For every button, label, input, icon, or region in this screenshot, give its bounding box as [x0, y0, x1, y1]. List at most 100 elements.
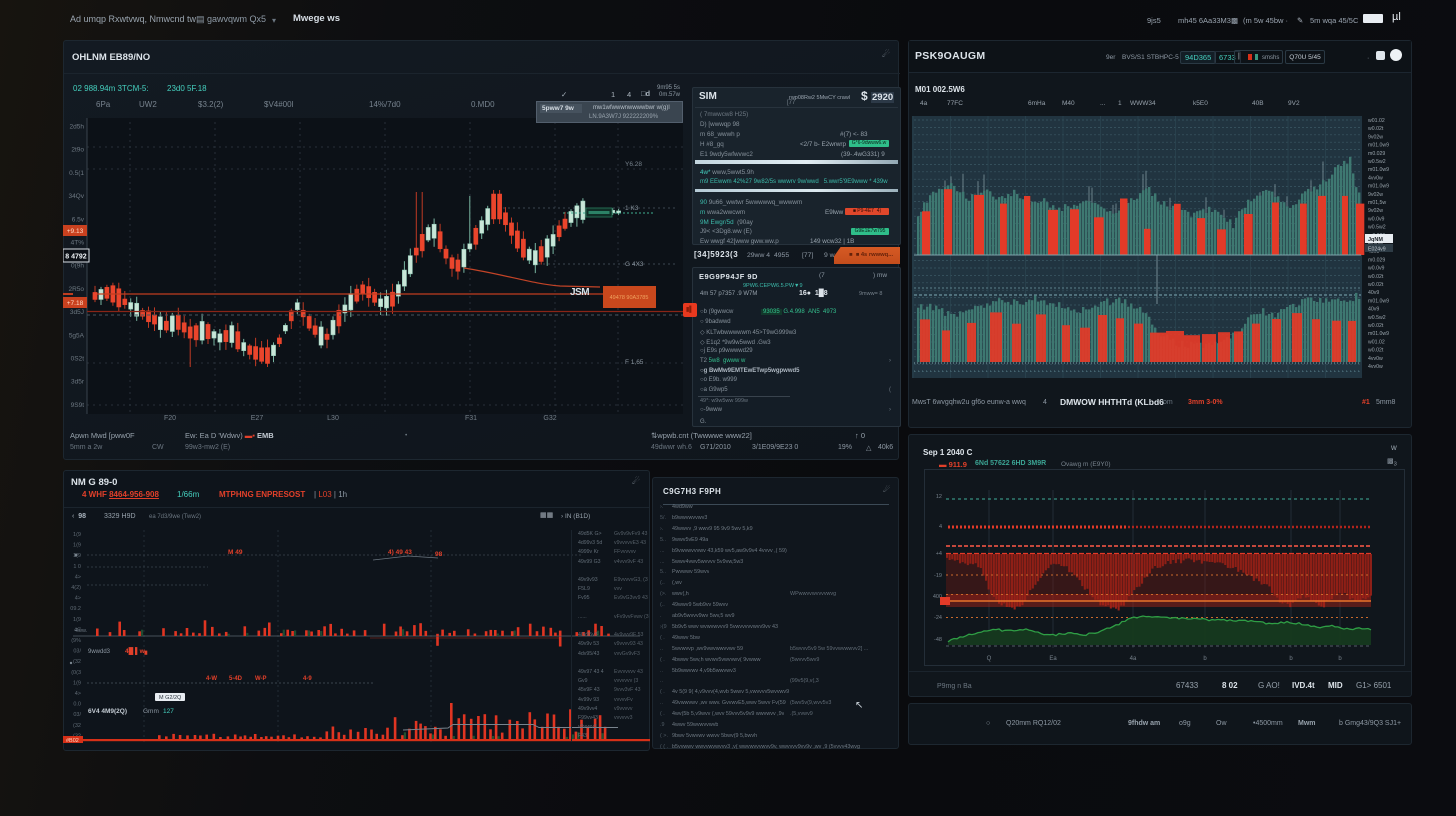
svg-text:03/: 03/	[73, 649, 81, 655]
svg-text:1(9: 1(9	[73, 617, 81, 623]
svg-text:6.5v: 6.5v	[72, 216, 85, 223]
svg-text:12: 12	[936, 494, 942, 500]
svg-text:-48: -48	[934, 637, 942, 643]
svg-text:Ea: Ea	[1049, 656, 1057, 662]
svg-text:w0.0v9: w0.0v9	[1368, 216, 1385, 222]
svg-text:4-9: 4-9	[303, 676, 312, 682]
svg-text:2d5h: 2d5h	[70, 124, 85, 131]
svg-text:-24: -24	[934, 615, 942, 621]
svg-text:6V4 4M9(2Q): 6V4 4M9(2Q)	[88, 708, 127, 715]
svg-text:9v02w: 9v02w	[1368, 192, 1383, 198]
svg-text:4) 49 43: 4) 49 43	[388, 549, 412, 556]
svg-text:4T%: 4T%	[71, 240, 85, 247]
svg-text:G 4X3: G 4X3	[625, 261, 644, 268]
svg-text:+9.13: +9.13	[67, 228, 84, 235]
svg-text:L30: L30	[327, 415, 339, 422]
svg-text:W-P: W-P	[255, 676, 267, 682]
svg-text:b: b	[1338, 656, 1342, 662]
svg-text:1(9: 1(9	[73, 553, 81, 559]
svg-text:JqNM: JqNM	[1368, 237, 1383, 243]
svg-text:4(2): 4(2)	[71, 585, 81, 591]
svg-text:E024v9: E024v9	[1368, 247, 1386, 253]
svg-text:(9%: (9%	[71, 638, 81, 644]
svg-text:0.5(1: 0.5(1	[69, 170, 84, 177]
svg-text:w01.02: w01.02	[1368, 339, 1385, 345]
svg-text:+4: +4	[936, 551, 942, 557]
svg-text:m0.029: m0.029	[1368, 151, 1385, 157]
svg-text:w0.0v9: w0.0v9	[1368, 266, 1385, 272]
svg-text:-19: -19	[934, 573, 942, 579]
svg-text:w0.5w2: w0.5w2	[1368, 225, 1386, 231]
svg-text:#B02: #B02	[66, 738, 79, 744]
svg-text:(32: (32	[73, 659, 81, 665]
svg-text:9v02w: 9v02w	[1368, 134, 1383, 140]
svg-text:(0(3: (0(3	[71, 670, 81, 676]
svg-text:4vv0w: 4vv0w	[1368, 364, 1383, 370]
svg-text:w0.02t: w0.02t	[1368, 274, 1384, 280]
svg-text:4vv0w: 4vv0w	[1368, 356, 1383, 362]
svg-text:3d5J: 3d5J	[70, 309, 84, 316]
svg-text:4⁄7: 4⁄7	[74, 627, 81, 633]
svg-text:9v02w: 9v02w	[1368, 208, 1383, 214]
svg-text:F31: F31	[465, 415, 477, 422]
svg-text:5g5A: 5g5A	[69, 332, 85, 339]
svg-text:Y6.28: Y6.28	[625, 161, 642, 168]
svg-text:w01.02: w01.02	[1368, 118, 1385, 124]
svg-text:F 1,65: F 1,65	[625, 359, 644, 366]
svg-text:4vv0w: 4vv0w	[1368, 175, 1383, 181]
svg-text:F20: F20	[164, 415, 176, 422]
svg-text:w0.02t: w0.02t	[1368, 323, 1384, 329]
svg-text:m01.0w9: m01.0w9	[1368, 184, 1389, 190]
svg-text:8 4792: 8 4792	[65, 254, 87, 261]
svg-text:5-4D: 5-4D	[229, 676, 243, 682]
svg-text:w0.02t: w0.02t	[1368, 282, 1384, 288]
svg-text:m01.0w9: m01.0w9	[1368, 167, 1389, 173]
svg-text:G32: G32	[543, 415, 556, 422]
svg-text:9wwdd3: 9wwdd3	[88, 649, 111, 655]
svg-text:40v9: 40v9	[1368, 290, 1379, 296]
svg-text:4█ ▌w▖: 4█ ▌w▖	[125, 647, 150, 655]
svg-text:w0.5w2: w0.5w2	[1368, 315, 1386, 321]
svg-text:+7.18: +7.18	[67, 300, 84, 307]
svg-text:M G2/2Q: M G2/2Q	[159, 695, 182, 701]
svg-text:w0.02t: w0.02t	[1368, 126, 1384, 132]
svg-text:34Qv: 34Qv	[68, 193, 84, 200]
svg-text:127: 127	[163, 708, 174, 715]
svg-text:3d5r: 3d5r	[71, 379, 85, 386]
svg-text:1(9: 1(9	[73, 532, 81, 538]
svg-text:4>: 4>	[75, 691, 81, 697]
svg-text:b: b	[1203, 656, 1207, 662]
svg-text:40v9: 40v9	[1368, 249, 1379, 255]
svg-text:9S9t: 9S9t	[71, 402, 85, 409]
svg-text:4a: 4a	[1130, 656, 1137, 662]
svg-text:4-W: 4-W	[206, 676, 217, 682]
svg-text:09.2: 09.2	[70, 606, 81, 612]
svg-text:1(9: 1(9	[73, 543, 81, 549]
svg-text:1 K3: 1 K3	[625, 205, 639, 212]
svg-text:03/: 03/	[73, 712, 81, 718]
svg-text:b: b	[1289, 656, 1293, 662]
svg-text:m01.0w9: m01.0w9	[1368, 298, 1389, 304]
svg-text:m01.0w9: m01.0w9	[1368, 143, 1389, 149]
svg-text:m01,5w: m01,5w	[1368, 200, 1386, 206]
svg-text:4>: 4>	[75, 596, 81, 602]
svg-text:w0.5w2: w0.5w2	[1368, 159, 1386, 165]
svg-text:w0.02t: w0.02t	[1368, 348, 1384, 354]
svg-text:Q: Q	[987, 656, 992, 662]
svg-text:Gmm: Gmm	[143, 708, 159, 715]
svg-text:0S2t: 0S2t	[71, 356, 85, 363]
svg-text:0(9h: 0(9h	[71, 263, 84, 270]
svg-text:49478 90A3785: 49478 90A3785	[610, 295, 649, 301]
svg-text:M 49: M 49	[228, 549, 243, 556]
svg-text:4>: 4>	[75, 574, 81, 580]
svg-text:1 0: 1 0	[73, 564, 81, 570]
svg-text:4ww.: 4ww.	[75, 628, 88, 634]
svg-text:40v9: 40v9	[1368, 307, 1379, 313]
svg-text:98: 98	[435, 551, 443, 558]
svg-text:400: 400	[933, 594, 942, 600]
svg-text:1(9: 1(9	[73, 680, 81, 686]
svg-text:JSM: JSM	[570, 287, 589, 298]
svg-text:m01.0w9: m01.0w9	[1368, 331, 1389, 337]
svg-text:2R5o: 2R5o	[68, 286, 84, 293]
svg-text:4: 4	[939, 524, 942, 530]
